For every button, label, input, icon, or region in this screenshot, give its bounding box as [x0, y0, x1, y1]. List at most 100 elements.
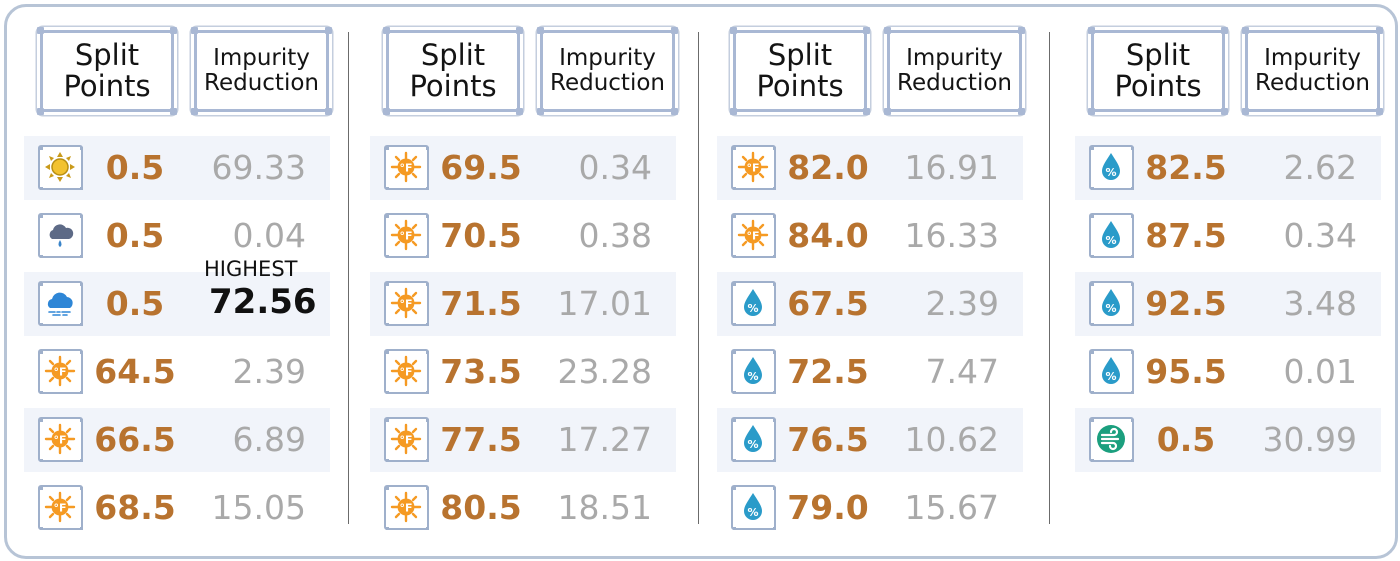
header-corner [730, 108, 737, 115]
table-row: % 92.5 3.48 [1075, 272, 1381, 336]
impurity-value: 3.48 [1283, 284, 1357, 323]
sun-icon [38, 145, 83, 190]
impurity-reduction-header-label: Impurity Reduction [897, 45, 1012, 96]
humidity-icon: % [731, 281, 776, 326]
split-value: 73.5 [440, 352, 522, 391]
icon-corner [773, 459, 776, 462]
icon-corner [426, 459, 429, 462]
temperature-icon: °F [384, 349, 429, 394]
split-value: 70.5 [440, 216, 522, 255]
impurity-reduction-header-label: Impurity Reduction [1255, 45, 1370, 96]
icon-corner [386, 323, 389, 326]
icon-corner [80, 255, 83, 258]
impurity-value: 30.99 [1262, 420, 1357, 459]
split-value: 64.5 [94, 352, 176, 391]
table-row: °F 71.5 17.01 [370, 272, 676, 336]
table-row: °F 80.5 18.51 [370, 476, 676, 540]
panel-4: Split Points Impurity Reduction % 82.5 2.62 %… [1075, 0, 1383, 561]
icon-corner [1091, 283, 1094, 286]
header-corner [37, 27, 44, 34]
panel-1: Split Points Impurity Reduction 0.5 69.33 0.… [24, 0, 332, 561]
table-row: °F 82.0 16.91 [717, 136, 1023, 200]
icon-corner [386, 351, 389, 354]
icon-corner [40, 187, 43, 190]
split-value: 82.5 [1145, 148, 1227, 187]
header-corner [1088, 27, 1095, 34]
table-row: °F 68.5 15.05 [24, 476, 330, 540]
header-corner [1376, 27, 1383, 34]
temperature-icon: °F [384, 145, 429, 190]
header-corner [325, 108, 332, 115]
header-corner [863, 108, 870, 115]
icon-corner [733, 419, 736, 422]
table-row: % 72.5 7.47 [717, 340, 1023, 404]
icon-corner [1131, 255, 1134, 258]
icon-corner [733, 147, 736, 150]
humidity-icon: % [1089, 213, 1134, 258]
icon-corner [386, 187, 389, 190]
temperature-icon: °F [384, 485, 429, 530]
table-row: 0.5 69.33 [24, 136, 330, 200]
header-corner [383, 108, 390, 115]
icon-corner [773, 351, 776, 354]
split-value: 71.5 [440, 284, 522, 323]
icon-corner [386, 459, 389, 462]
table-row: 0.5 HIGHEST 72.56 [24, 258, 330, 336]
icon-corner [1131, 187, 1134, 190]
header-corner [1221, 27, 1228, 34]
header-corner [516, 27, 523, 34]
icon-corner [386, 527, 389, 530]
impurity-reduction-header: Impurity Reduction [191, 27, 332, 115]
icon-corner [1131, 215, 1134, 218]
icon-corner [386, 215, 389, 218]
icon-corner [773, 147, 776, 150]
svg-text:%: % [747, 302, 758, 315]
table-row: % 79.0 15.67 [717, 476, 1023, 540]
impurity-value: 0.34 [1283, 216, 1357, 255]
svg-text:%: % [747, 506, 758, 519]
impurity-value: 10.62 [904, 420, 999, 459]
impurity-value: 0.04 [232, 216, 306, 255]
header-corner [884, 27, 891, 34]
split-points-header-label: Split Points [63, 38, 151, 103]
icon-corner [40, 255, 43, 258]
svg-text:%: % [1105, 234, 1116, 247]
svg-text:°F: °F [399, 298, 412, 311]
icon-corner [1091, 351, 1094, 354]
svg-text:°F: °F [53, 366, 66, 379]
split-value: 82.0 [787, 148, 869, 187]
svg-text:°F: °F [746, 230, 759, 243]
impurity-reduction-header-label: Impurity Reduction [204, 45, 319, 96]
icon-corner [733, 323, 736, 326]
icon-corner [426, 283, 429, 286]
icon-corner [1131, 283, 1134, 286]
icon-corner [80, 459, 83, 462]
split-value: 76.5 [787, 420, 869, 459]
icon-corner [773, 187, 776, 190]
icon-corner [386, 487, 389, 490]
humidity-icon: % [731, 417, 776, 462]
icon-corner [40, 323, 43, 326]
svg-text:°F: °F [399, 434, 412, 447]
icon-corner [40, 459, 43, 462]
table-row: °F 69.5 0.34 [370, 136, 676, 200]
icon-corner [40, 391, 43, 394]
icon-corner [386, 147, 389, 150]
panel-3: Split Points Impurity Reduction °F 82.0 16.91… [717, 0, 1025, 561]
svg-text:°F: °F [399, 230, 412, 243]
split-points-header-label: Split Points [1114, 38, 1202, 103]
icon-corner [733, 459, 736, 462]
header-corner [884, 108, 891, 115]
table-row: °F 73.5 23.28 [370, 340, 676, 404]
header-corner [37, 108, 44, 115]
icon-corner [80, 323, 83, 326]
icon-corner [40, 487, 43, 490]
icon-corner [40, 215, 43, 218]
table-row: % 82.5 2.62 [1075, 136, 1381, 200]
icon-corner [40, 283, 43, 286]
impurity-value: 15.67 [904, 488, 999, 527]
impurity-value: 0.38 [578, 216, 652, 255]
impurity-value: 2.39 [925, 284, 999, 323]
icon-corner [386, 283, 389, 286]
svg-text:°F: °F [53, 502, 66, 515]
